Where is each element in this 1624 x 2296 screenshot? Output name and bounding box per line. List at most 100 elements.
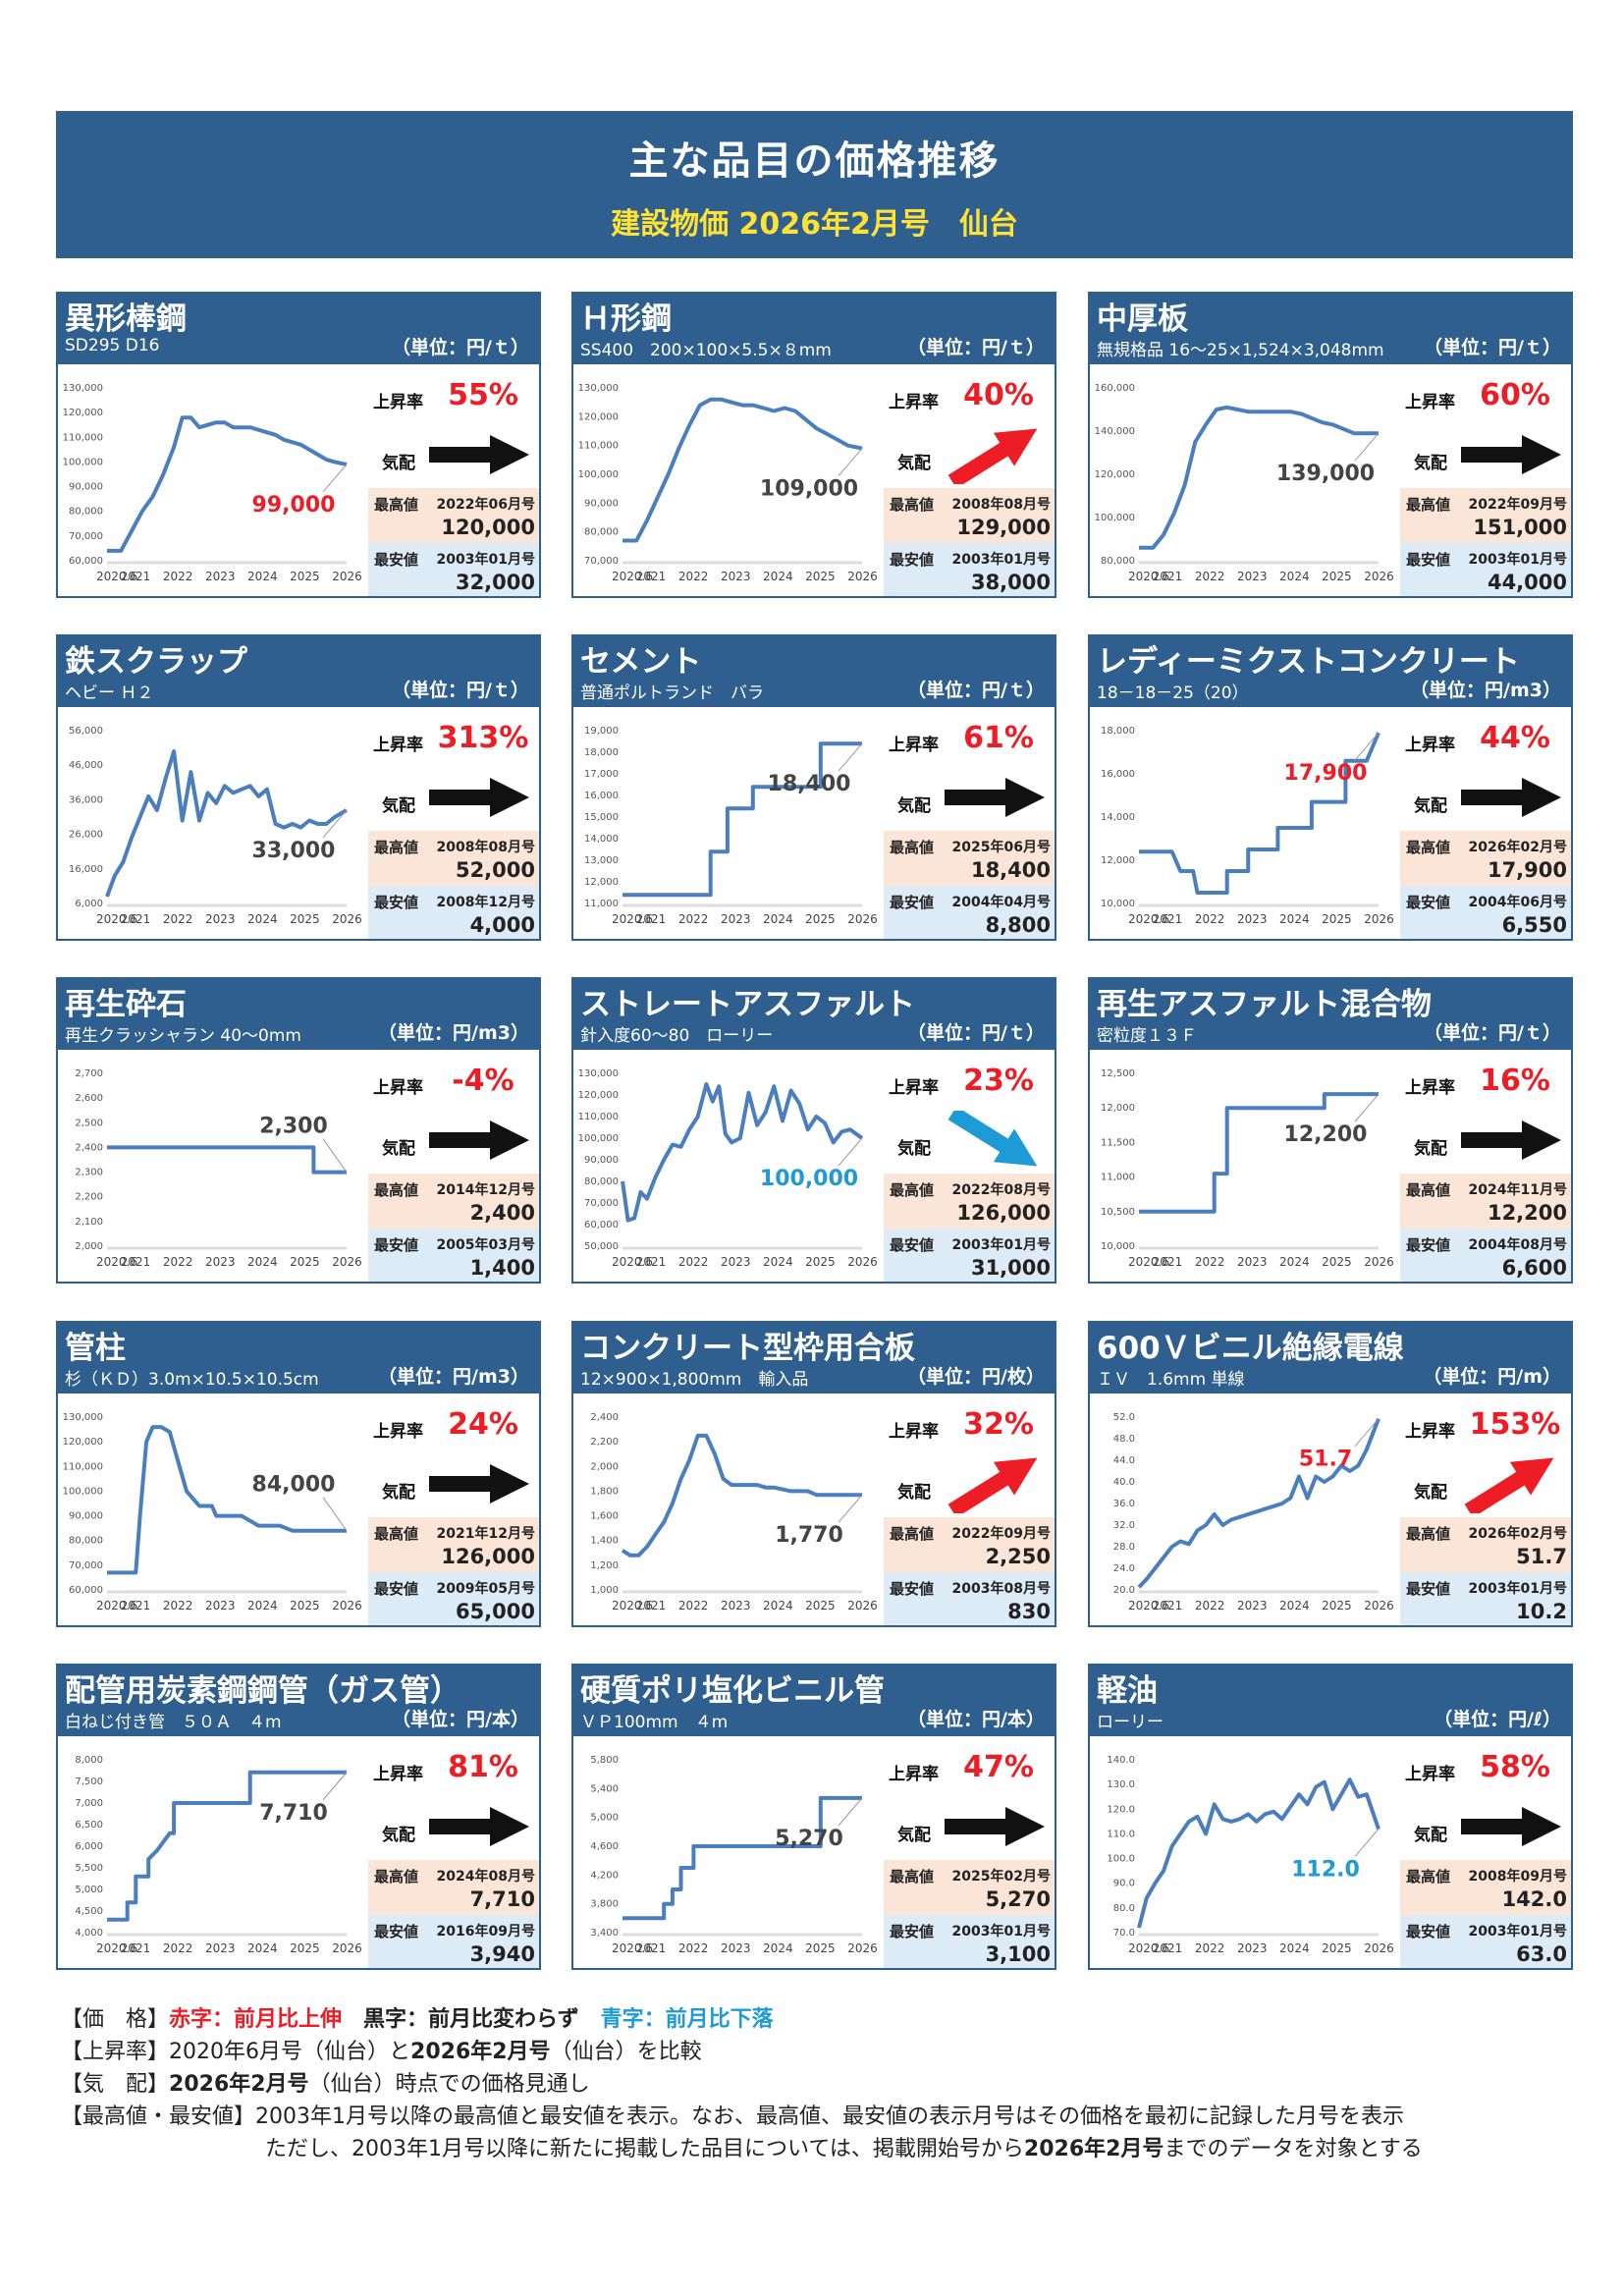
high-label: 最高値 — [374, 839, 419, 856]
y-tick-label: 3,400 — [590, 1928, 619, 1939]
y-tick-label: 120.0 — [1107, 1804, 1135, 1815]
x-tick-label: 2021 — [121, 912, 151, 926]
item-title: Ｈ形鋼 — [580, 301, 672, 337]
y-tick-label: 100.0 — [1107, 1854, 1135, 1865]
trend-label: 気配 — [897, 454, 931, 473]
y-tick-label: 70,000 — [584, 556, 619, 567]
x-tick-label: 2025 — [805, 912, 836, 926]
high-label: 最高値 — [374, 496, 419, 514]
trend-label: 気配 — [897, 1139, 931, 1159]
low-row: 最安値 2003年01月号 44,000 — [1400, 543, 1571, 596]
high-label: 最高値 — [890, 1868, 935, 1886]
x-tick-label: 2023 — [205, 1255, 236, 1269]
low-row: 最安値 2003年01月号 10.2 — [1400, 1572, 1571, 1625]
x-tick-label: 2023 — [1237, 570, 1268, 583]
current-value-connector — [1354, 732, 1380, 761]
high-date: 2014年12月号 — [436, 1182, 535, 1198]
price-chart: 3,400 3,800 4,200 4,600 5,000 5,400 5,800 2020.… — [575, 1740, 878, 1968]
series-line — [105, 749, 349, 898]
y-tick-label: 8,000 — [75, 1755, 103, 1766]
x-tick-label: 2020.6 — [612, 1599, 653, 1613]
y-tick-label: 2,600 — [75, 1093, 103, 1104]
y-tick-label: 120,000 — [63, 1437, 103, 1448]
trend-arrow-icon — [1453, 1111, 1571, 1170]
item-spec: ＩＶ 1.6mm 単線 — [1097, 1370, 1245, 1390]
trend-arrow-shape — [429, 435, 529, 474]
x-tick-label: 2025 — [1322, 1599, 1352, 1613]
series-line — [623, 741, 862, 898]
x-tick-label: 2026 — [1364, 570, 1394, 583]
rate-label: 上昇率 — [1405, 393, 1455, 412]
y-tick-label: 120,000 — [578, 411, 619, 422]
y-tick-label: 16,000 — [1101, 769, 1135, 780]
low-value: 10.2 — [1516, 1600, 1567, 1623]
item-card: レディーミクストコンクリート 18－18－25（20） （単位：円/m3） 10… — [1088, 634, 1573, 941]
current-value-connector — [1354, 1829, 1380, 1857]
high-value: 151,000 — [1473, 516, 1567, 539]
low-value: 31,000 — [970, 1256, 1051, 1280]
low-row: 最安値 2003年01月号 32,000 — [368, 543, 539, 596]
y-tick-label: 80,000 — [584, 1176, 619, 1187]
x-tick-label: 2026 — [332, 1599, 362, 1613]
trend-arrow-shape — [1461, 435, 1561, 474]
item-unit: （単位：円/枚） — [907, 1366, 1045, 1388]
high-label: 最高値 — [890, 1181, 935, 1199]
low-date: 2003年01月号 — [436, 552, 535, 568]
high-value: 126,000 — [441, 1545, 535, 1568]
y-tick-label: 14,000 — [584, 834, 619, 845]
x-tick-label: 2023 — [205, 1941, 236, 1955]
item-title: 中厚板 — [1097, 301, 1188, 337]
low-date: 2004年08月号 — [1468, 1237, 1567, 1253]
trend-arrow-icon — [937, 1106, 1055, 1170]
high-label: 最高値 — [1406, 496, 1451, 514]
y-tick-label: 2,000 — [590, 1461, 619, 1472]
y-tick-label: 110,000 — [578, 1112, 619, 1122]
x-tick-label: 2023 — [721, 912, 751, 926]
trend-label: 気配 — [897, 796, 931, 816]
y-tick-label: 110.0 — [1107, 1829, 1135, 1839]
item-unit: （単位：円/ｔ） — [392, 680, 529, 701]
item-unit: （単位：円/ｔ） — [392, 337, 529, 358]
low-date: 2005年03月号 — [436, 1237, 535, 1253]
y-tick-label: 120,000 — [63, 408, 103, 418]
item-unit: （単位：円/m） — [1423, 1366, 1561, 1388]
x-tick-label: 2024 — [247, 1599, 278, 1613]
series-line — [1137, 1417, 1380, 1589]
x-tick-label: 2020.6 — [96, 570, 137, 583]
x-tick-label: 2024 — [763, 912, 793, 926]
low-value: 3,100 — [985, 1942, 1051, 1966]
current-value-label: 33,000 — [252, 839, 336, 863]
y-tick-label: 60,000 — [69, 1585, 103, 1596]
series-line — [1137, 1777, 1380, 1929]
x-tick-label: 2020.6 — [1128, 1941, 1169, 1955]
low-date: 2009年05月号 — [436, 1581, 535, 1597]
high-label: 最高値 — [1406, 839, 1451, 856]
high-value: 5,270 — [985, 1887, 1051, 1911]
page-header: 主な品目の価格推移 建設物価 2026年2月号 仙台 — [56, 111, 1573, 258]
y-tick-label: 3,800 — [590, 1899, 619, 1910]
trend-arrow-shape — [1464, 1457, 1554, 1518]
rate-label: 上昇率 — [889, 736, 939, 755]
current-value-connector — [322, 809, 348, 839]
y-tick-label: 100,000 — [578, 1133, 619, 1144]
card-header: ストレートアスファルト 針入度60～80 ローリー （単位：円/ｔ） — [573, 979, 1055, 1050]
y-tick-label: 80,000 — [69, 1536, 103, 1547]
high-date: 2022年09月号 — [951, 1526, 1051, 1542]
high-value: 17,900 — [1487, 858, 1567, 882]
y-tick-label: 80,000 — [584, 527, 619, 538]
card-header: 再生アスファルト混合物 密粒度１３Ｆ （単位：円/ｔ） — [1090, 979, 1571, 1050]
y-tick-label: 90,000 — [584, 1155, 619, 1166]
rate-value: 313% — [437, 721, 529, 755]
x-tick-label: 2023 — [1237, 1599, 1268, 1613]
trend-label: 気配 — [382, 454, 415, 473]
x-tick-label: 2020.6 — [1128, 1255, 1169, 1269]
high-value: 2,250 — [985, 1545, 1051, 1568]
y-tick-label: 12,000 — [1101, 1103, 1135, 1114]
x-tick-label: 2023 — [205, 912, 236, 926]
current-value-label: 7,710 — [259, 1801, 328, 1826]
trend-arrow-icon — [421, 1454, 539, 1513]
x-tick-label: 2023 — [1237, 1255, 1268, 1269]
low-row: 最安値 2003年01月号 3,100 — [884, 1915, 1055, 1968]
current-value-connector — [1354, 432, 1380, 462]
series-line — [107, 1145, 347, 1175]
